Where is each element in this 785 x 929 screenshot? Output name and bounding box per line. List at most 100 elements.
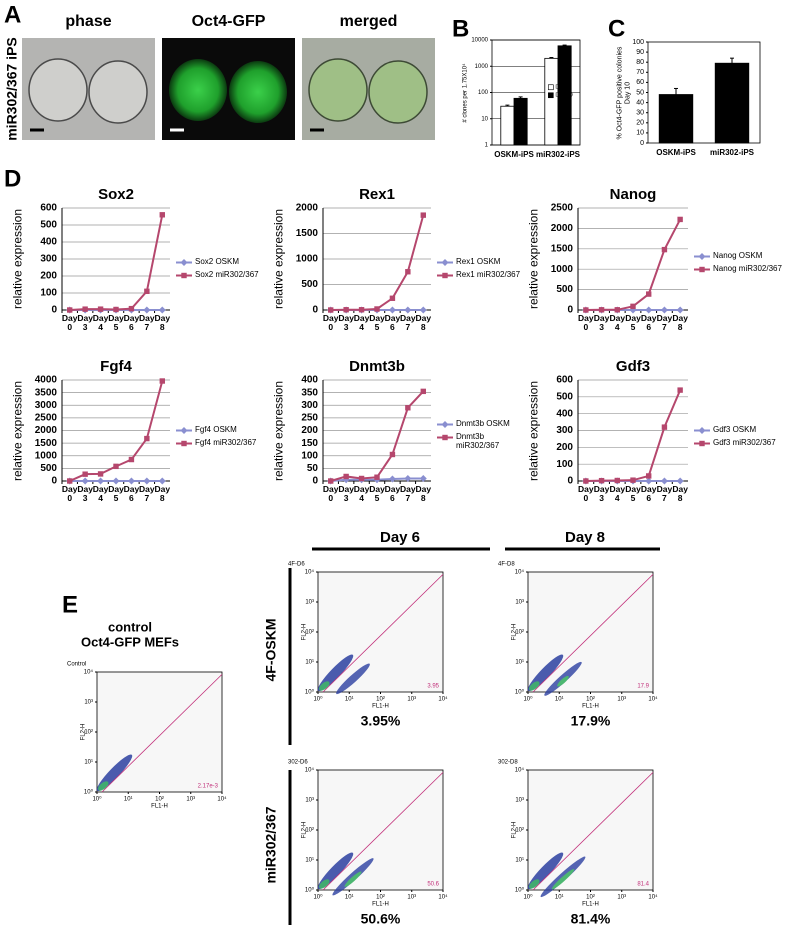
colony (229, 61, 287, 123)
x-tick-label: Day 6 (123, 313, 140, 333)
legend-label: Fgf4 OSKM (195, 425, 237, 434)
x-tick-label: 10⁰ (313, 894, 323, 901)
marker (97, 306, 104, 312)
row-header: miR302/367 (262, 806, 279, 884)
marker (404, 306, 412, 314)
x-tick-label: miR302-iPS (709, 148, 755, 157)
y-tick-label: 10¹ (515, 660, 524, 666)
sample-label: 302-D6 (288, 760, 308, 766)
y-tick-label: 600 (556, 375, 573, 386)
marker (645, 477, 653, 485)
legend: Nanog OSKM Nanog miR302/367 (694, 251, 785, 278)
y-tick-label: 10³ (305, 600, 314, 606)
series-line (585, 389, 682, 482)
legend-icon (694, 266, 710, 273)
chart-title: Fgf4 (100, 358, 132, 375)
y-tick-label: 200 (556, 442, 573, 453)
x-axis-label: FL1-H (582, 704, 599, 710)
y-tick-label: 10³ (515, 798, 524, 804)
legend-item: Fgf4 OSKM (176, 425, 268, 435)
legend-item: Dnmt3b OSKM (437, 419, 529, 429)
marker (646, 291, 652, 297)
panel-letter: E (62, 591, 78, 618)
legend-label: Nanog miR302/367 (713, 264, 782, 273)
y-tick-label: 100 (478, 90, 489, 96)
marker (419, 474, 427, 482)
marker (143, 477, 151, 485)
colony (28, 58, 88, 122)
bar (544, 57, 559, 146)
x-axis-label: FL1-H (372, 902, 389, 908)
event-cloud (529, 879, 540, 889)
x-tick-label: 10² (586, 895, 595, 901)
legend: Fgf4 OSKM Fgf4 miR302/367 (176, 425, 268, 452)
legend-item: Dnmt3b miR302/367 (437, 432, 529, 451)
marker (677, 216, 683, 223)
x-tick-label: Day 6 (640, 313, 657, 333)
y-tick-label: 500 (40, 463, 57, 474)
legend-swatch (548, 84, 554, 91)
x-tick-label: OSKM-iPS (494, 150, 534, 159)
x-tick-label: Day 4 (92, 313, 109, 333)
y-tick-label: 2500 (35, 413, 58, 424)
marker (583, 478, 589, 484)
sample-label: 4F-D6 (288, 562, 305, 568)
sample-label: 302-D8 (498, 760, 518, 766)
marker (630, 477, 636, 483)
x-tick-label: Day 8 (154, 313, 171, 333)
y-tick-label: 100 (632, 39, 644, 46)
y-axis-label: relative expression (526, 208, 541, 310)
x-tick-label: 10¹ (555, 895, 564, 901)
x-tick-label: Day 8 (154, 484, 171, 504)
y-tick-label: 300 (40, 254, 57, 265)
legend: Rex1 OSKM Rex1 miR302/367 (437, 257, 529, 284)
y-axis-label: relative expression (10, 380, 25, 481)
legend-icon (694, 427, 710, 434)
legend-label: Day 8 (555, 85, 569, 91)
event-cloud (336, 663, 370, 695)
legend-marker (180, 427, 188, 434)
sample-label: Control (67, 662, 86, 668)
marker (97, 471, 104, 477)
x-tick-label: Day 5 (108, 484, 124, 504)
legend-icon (694, 253, 710, 260)
y-tick-label: 1000 (551, 264, 574, 275)
legend-icon (437, 434, 453, 441)
legend-icon (437, 259, 453, 266)
x-tick-label: Day 0 (61, 313, 78, 333)
marker (389, 451, 396, 458)
y-tick-label: 400 (556, 408, 573, 419)
legend-item: Rex1 OSKM (437, 257, 529, 267)
marker (343, 473, 349, 480)
legend-swatch (548, 92, 554, 99)
marker (388, 475, 396, 483)
legend-marker (180, 259, 188, 266)
x-tick-label: 10³ (617, 697, 626, 703)
marker (144, 288, 150, 294)
y-tick-label: 10000 (471, 38, 488, 44)
legend-marker (442, 434, 448, 441)
marker (158, 477, 166, 485)
sample-label: 4F-D8 (498, 562, 515, 568)
marker (374, 306, 380, 312)
y-tick-label: 0 (51, 305, 57, 316)
legend-item: Nanog OSKM (694, 251, 785, 261)
y-tick-label: 10² (84, 730, 93, 736)
x-tick-label: Day 6 (640, 484, 657, 504)
legend-label: Nanog OSKM (713, 251, 763, 260)
x-tick-label: Day 3 (77, 484, 93, 504)
x-tick-label: 10⁴ (438, 696, 448, 703)
x-tick-label: Day 7 (400, 484, 416, 504)
plot-frame (491, 39, 581, 146)
marker (144, 435, 150, 442)
y-tick-label: 0 (567, 305, 573, 316)
y-tick-label: 3500 (35, 387, 58, 398)
y-tick-label: 10⁴ (515, 767, 525, 774)
y-tick-label: 2000 (35, 425, 58, 436)
legend-marker (698, 253, 706, 260)
y-axis-label: FL2-H (512, 822, 518, 839)
event-cloud (319, 681, 330, 691)
gate-label: 3.95 (427, 684, 439, 690)
legend-label: Gdf3 OSKM (713, 425, 757, 434)
x-tick-label: 10¹ (345, 697, 354, 703)
